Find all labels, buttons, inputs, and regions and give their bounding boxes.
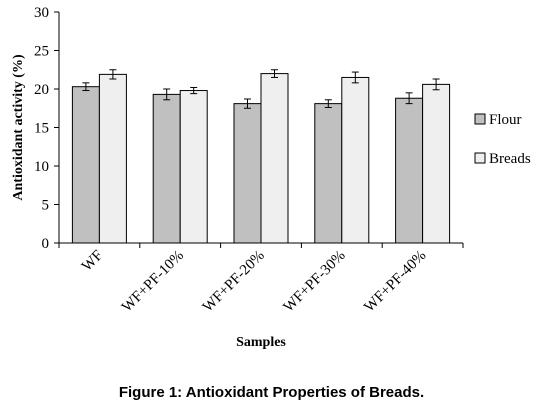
x-tick-label: WF+PF-30% xyxy=(281,248,349,316)
bar-breads-4 xyxy=(422,83,451,244)
y-tick-label: 20 xyxy=(34,82,49,98)
error-bar-breads-1 xyxy=(190,86,198,95)
error-bar-flour-4 xyxy=(405,92,413,105)
bar-flour-2 xyxy=(233,103,262,244)
x-tick-label: WF+PF-40% xyxy=(361,248,429,316)
x-tick-label: WF+PF-20% xyxy=(200,248,268,316)
y-tick-label: 5 xyxy=(42,198,50,214)
figure-caption: Figure 1: Antioxidant Properties of Brea… xyxy=(118,384,425,401)
bar-flour-0 xyxy=(71,86,100,244)
error-bar-flour-3 xyxy=(324,99,332,108)
x-tick-label: WF+PF-10% xyxy=(119,248,187,316)
y-tick-label: 10 xyxy=(34,159,49,175)
bar-flour-1 xyxy=(152,93,181,244)
y-tick-label: 0 xyxy=(42,236,50,252)
y-axis-title: Antioxidant activity (%) xyxy=(11,54,26,201)
y-tick-label: 15 xyxy=(34,121,49,137)
bar-breads-2 xyxy=(260,73,289,244)
bar-breads-3 xyxy=(341,76,370,244)
error-bar-breads-4 xyxy=(432,78,440,91)
error-bar-flour-1 xyxy=(163,88,171,101)
x-axis-title: Samples xyxy=(236,335,286,350)
bar-flour-4 xyxy=(395,97,424,244)
error-bar-flour-2 xyxy=(244,98,251,109)
bar-flour-3 xyxy=(314,103,343,244)
error-bar-breads-3 xyxy=(351,71,359,84)
legend: Flour Breads xyxy=(474,112,531,167)
legend-label-breads: Breads xyxy=(489,151,531,167)
legend-label-flour: Flour xyxy=(489,112,522,128)
bar-breads-1 xyxy=(179,90,208,244)
x-tick-label: WF xyxy=(79,248,106,275)
bar-breads-0 xyxy=(98,73,127,244)
bar-chart: 0 5 10 15 20 25 30 WF WF+PF-10% WF+PF-20% WF+PF-3… xyxy=(11,5,531,350)
legend-item-flour: Flour xyxy=(474,112,522,128)
y-tick-label: 25 xyxy=(34,44,49,60)
y-axis: 0 5 10 15 20 25 30 xyxy=(34,5,60,252)
legend-swatch-breads xyxy=(474,152,486,164)
y-tick-label: 30 xyxy=(34,5,49,21)
legend-swatch-flour xyxy=(474,113,486,125)
legend-item-breads: Breads xyxy=(474,151,531,167)
error-bar-flour-0 xyxy=(82,82,90,92)
x-axis: WF WF+PF-10% WF+PF-20% WF+PF-30% WF+PF-40% xyxy=(58,242,464,316)
error-bar-breads-2 xyxy=(271,69,278,78)
plot-area xyxy=(71,69,451,244)
error-bar-breads-0 xyxy=(109,69,117,80)
